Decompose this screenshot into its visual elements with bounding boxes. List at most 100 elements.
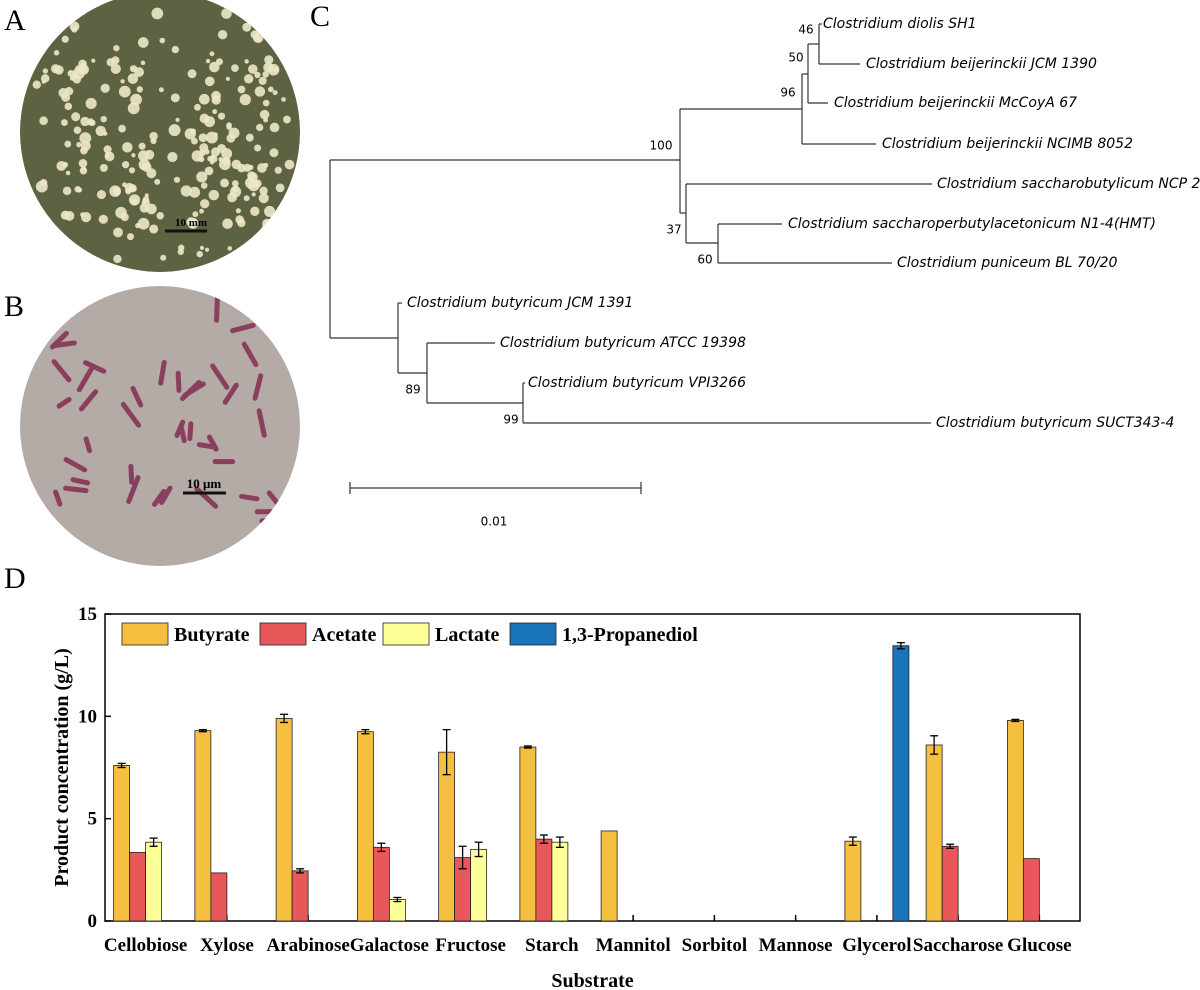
colony	[254, 86, 266, 97]
colony	[175, 117, 180, 122]
colony	[226, 122, 232, 128]
colony	[267, 86, 274, 93]
colony	[192, 211, 199, 218]
y-tick-label: 0	[88, 911, 98, 932]
error-bar	[930, 735, 939, 755]
x-tick-label: Mannose	[759, 935, 833, 956]
error-bar	[280, 713, 289, 724]
colony	[131, 153, 136, 158]
colony	[199, 143, 209, 153]
colony	[64, 102, 73, 111]
bar	[145, 841, 163, 922]
colony	[231, 180, 239, 187]
y-tick-label: 15	[78, 604, 97, 625]
colony	[113, 227, 123, 238]
cell	[158, 359, 167, 386]
colony	[34, 213, 46, 225]
colony	[272, 90, 278, 96]
colony	[281, 97, 286, 102]
phylogenetic-tree	[329, 23, 932, 494]
colony	[39, 116, 48, 126]
error-bar	[149, 837, 158, 847]
colony	[42, 68, 49, 74]
panel-label: A	[4, 4, 26, 37]
colony	[254, 19, 262, 26]
colony	[53, 50, 60, 56]
colony	[231, 159, 242, 170]
colony	[79, 132, 92, 145]
cell	[70, 477, 91, 486]
bootstrap-value: 96	[780, 86, 795, 100]
x-tick-label: Sorbitol	[682, 935, 747, 956]
colony	[180, 185, 192, 197]
leaf-label: Clostridium beijerinckii NCIMB 8052	[882, 136, 1133, 152]
colony	[204, 116, 215, 128]
colony	[98, 214, 108, 224]
colony	[75, 65, 83, 73]
bar	[372, 846, 390, 922]
colony	[29, 208, 39, 218]
error-bar	[458, 845, 467, 870]
colony	[122, 142, 133, 153]
colony	[65, 170, 71, 176]
x-tick-label: Cellobiose	[104, 935, 187, 956]
error-bar	[198, 728, 207, 733]
colony	[144, 193, 149, 198]
colony	[122, 182, 127, 188]
error-bar	[377, 842, 386, 853]
colony	[198, 156, 205, 163]
colony	[124, 182, 135, 193]
colony	[32, 80, 41, 89]
colony	[137, 37, 149, 48]
colony	[280, 220, 287, 226]
colony	[78, 158, 88, 168]
colony	[254, 71, 261, 79]
colony	[65, 250, 74, 258]
colony	[204, 76, 215, 87]
colony	[62, 186, 72, 196]
colony	[80, 116, 90, 127]
error-bar	[296, 868, 305, 874]
colony	[237, 218, 246, 228]
colony	[170, 93, 180, 103]
scale-label: 10 mm	[175, 217, 207, 229]
error-bar	[555, 836, 564, 848]
x-tick-label: Arabinose	[266, 935, 349, 956]
colony	[243, 74, 254, 84]
colony	[262, 218, 273, 229]
cell	[239, 493, 260, 502]
cell	[256, 408, 267, 438]
cell	[56, 396, 72, 409]
x-axis-label: Substrate	[551, 970, 633, 990]
colony	[41, 79, 46, 84]
colony	[79, 9, 86, 16]
error-bar	[946, 843, 955, 849]
leaf-label: Clostridium butyricum VPI3266	[528, 375, 746, 391]
cell	[126, 475, 141, 505]
colony	[136, 86, 143, 93]
colony	[56, 161, 67, 171]
cell-photo	[20, 286, 300, 566]
legend-label: Butyrate	[174, 624, 250, 646]
error-bar	[393, 896, 402, 903]
cell	[130, 385, 144, 408]
bar	[113, 765, 131, 922]
error-bar	[848, 836, 857, 846]
colony	[156, 212, 164, 220]
colony	[118, 124, 126, 133]
colony	[225, 76, 230, 81]
cell	[63, 485, 89, 494]
bar	[941, 845, 959, 922]
colony	[85, 97, 97, 110]
bootstrap-value: 89	[405, 383, 420, 397]
y-tick-label: 5	[88, 809, 98, 830]
panel-label: C	[310, 0, 330, 33]
colony	[270, 213, 275, 219]
colony	[256, 123, 264, 132]
colony	[210, 155, 218, 163]
colony	[222, 156, 231, 166]
colony	[167, 151, 178, 163]
colony	[209, 51, 215, 57]
colony	[80, 140, 91, 151]
bar	[129, 852, 147, 922]
